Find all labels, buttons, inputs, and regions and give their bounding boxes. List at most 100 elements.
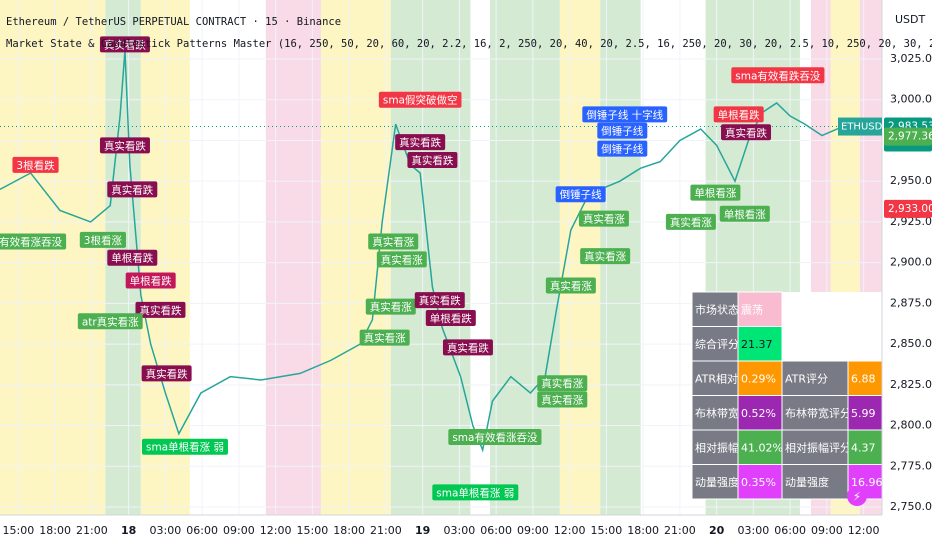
annotation-box bbox=[135, 301, 186, 318]
annotation-box bbox=[537, 375, 588, 392]
annotation: 单根看涨 bbox=[690, 184, 741, 201]
table-label: 综合评分 bbox=[695, 337, 739, 351]
x-tick-label: 21:00 bbox=[664, 524, 696, 537]
annotation-text: 真实看跌 bbox=[104, 38, 146, 51]
annotation-text: 真实看涨 bbox=[541, 377, 583, 390]
table-value-cell bbox=[737, 429, 783, 465]
annotation-box bbox=[555, 186, 606, 203]
annotation-text: 真实看涨 bbox=[584, 250, 626, 263]
annotation: atr真实看涨 bbox=[77, 313, 143, 330]
x-tick-label: 15:00 bbox=[591, 524, 623, 537]
annotation-box bbox=[79, 231, 126, 248]
price-tag-box bbox=[884, 127, 932, 146]
table-empty-cell bbox=[782, 292, 882, 327]
x-tick-label: 09:00 bbox=[517, 524, 549, 537]
table-value: 震荡 bbox=[741, 303, 763, 316]
annotation-text: 真实看涨 bbox=[364, 332, 406, 345]
annotation-text: 真实看跌 bbox=[139, 304, 181, 317]
table-label: 市场状态 bbox=[695, 302, 739, 316]
annotation-text: 倒锤子线 bbox=[560, 188, 602, 201]
annotation-box bbox=[107, 181, 158, 198]
y-tick-label: 3,025.00 bbox=[890, 52, 932, 65]
annotation: 真实看跌 bbox=[141, 365, 192, 382]
annotation: 真实看涨 bbox=[359, 329, 410, 346]
annotation-text: 3根看涨 bbox=[84, 234, 123, 247]
table-value: 5.99 bbox=[851, 407, 876, 420]
annotation: 倒锤子线 bbox=[597, 122, 648, 139]
annotation-text: 单根看跌 bbox=[111, 252, 153, 265]
annotation: 单根看跌 bbox=[107, 249, 158, 266]
annotation: 倒锤子线 bbox=[597, 140, 648, 157]
annotation-box bbox=[597, 140, 648, 157]
annotation-box bbox=[425, 310, 476, 327]
annotation-box bbox=[99, 36, 150, 53]
y-tick-label: 2,800.00 bbox=[890, 419, 932, 432]
table-label-cell bbox=[691, 464, 739, 500]
symbol-tag-box bbox=[838, 117, 882, 136]
x-tick-label: 09:00 bbox=[811, 524, 843, 537]
annotation-text: 倒锤子线 十字线 bbox=[586, 108, 663, 121]
annotation: 3根看跌 bbox=[12, 156, 59, 173]
table-empty-cell bbox=[782, 326, 882, 361]
annotation: 真实看跌 bbox=[414, 292, 465, 309]
state-zone bbox=[265, 0, 321, 515]
x-tick-label: 06:00 bbox=[774, 524, 806, 537]
x-tick-label: 12:00 bbox=[554, 524, 586, 537]
time-axis-bg bbox=[0, 515, 882, 550]
table-label: 布林带宽 bbox=[695, 406, 739, 420]
annotation-text: 有效看涨吞没 bbox=[0, 235, 63, 248]
annotation-box bbox=[580, 248, 631, 265]
annotation: 倒锤子线 bbox=[555, 186, 606, 203]
y-tick-label: 2,750.00 bbox=[890, 500, 932, 513]
annotation: 真实看涨 bbox=[578, 210, 629, 227]
annotation: 真实看跌 bbox=[407, 151, 458, 168]
annotation-text: 真实看跌 bbox=[146, 367, 188, 380]
x-tick-label: 12:00 bbox=[848, 524, 880, 537]
annotation-text: 倒锤子线 bbox=[601, 125, 643, 138]
x-tick-label: 21:00 bbox=[76, 524, 108, 537]
x-tick-label: 06:00 bbox=[480, 524, 512, 537]
annotation-text: 单根看跌 bbox=[718, 108, 760, 121]
annotation-box bbox=[125, 272, 176, 289]
annotation-text: 真实看跌 bbox=[419, 294, 461, 307]
y-tick-label: 2,925.00 bbox=[890, 215, 932, 228]
annotation-box bbox=[107, 249, 158, 266]
price-tag: 2,933.00 bbox=[888, 203, 932, 215]
annotation-box bbox=[719, 205, 770, 222]
annotation-text: 真实看跌 bbox=[411, 154, 453, 167]
table-label-cell bbox=[691, 291, 739, 327]
annotation-text: 真实看跌 bbox=[725, 126, 767, 139]
annotation-text: 3根看跌 bbox=[16, 159, 55, 172]
table-label: 动量强度 bbox=[785, 475, 829, 489]
annotation-box bbox=[378, 91, 462, 108]
alert-icon[interactable]: ⚡ bbox=[853, 490, 861, 504]
annotation-text: 真实看涨 bbox=[541, 393, 583, 406]
table-label: 布林带宽评分 bbox=[785, 406, 851, 420]
table-value: 16.96 bbox=[851, 476, 883, 489]
price-axis-bg bbox=[882, 0, 932, 550]
table-value: 0.52% bbox=[741, 407, 776, 420]
annotation: 单根看跌 bbox=[713, 106, 764, 123]
table-value: 0.29% bbox=[741, 372, 776, 385]
y-tick-label: 2,950.00 bbox=[890, 174, 932, 187]
x-tick-label: 03:00 bbox=[444, 524, 476, 537]
annotation-box bbox=[432, 484, 519, 501]
annotation: 倒锤子线 十字线 bbox=[582, 106, 668, 123]
x-tick-label: 18 bbox=[121, 524, 136, 537]
annotation: 真实看涨 bbox=[368, 233, 419, 250]
annotation-text: 真实看涨 bbox=[583, 213, 625, 226]
state-zone bbox=[0, 0, 106, 515]
annotation: 真实看涨 bbox=[537, 375, 588, 392]
y-tick-label: 2,850.00 bbox=[890, 337, 932, 350]
currency[interactable]: USDT bbox=[895, 13, 926, 26]
annotation-box bbox=[368, 233, 419, 250]
alert-button[interactable] bbox=[847, 486, 867, 506]
annotation: 真实看涨 bbox=[665, 213, 716, 230]
annotation-box bbox=[690, 184, 741, 201]
annotation: sma单根看涨 弱 bbox=[141, 438, 228, 455]
annotation-text: 真实看跌 bbox=[399, 136, 441, 149]
x-tick-label: 19 bbox=[415, 524, 430, 537]
annotation-text: 真实看涨 bbox=[550, 279, 592, 292]
